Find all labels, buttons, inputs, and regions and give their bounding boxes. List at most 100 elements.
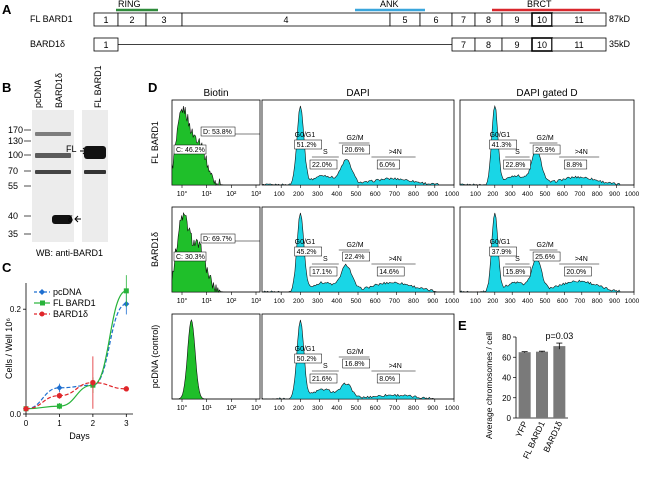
- delta-exon-label: 8: [486, 40, 491, 50]
- delta-exon-label: 1: [103, 40, 108, 50]
- delta-exon-label: 9: [514, 40, 519, 50]
- d-dna-tick-label: 800: [592, 298, 603, 305]
- d-dna-tick-label: 800: [592, 191, 603, 198]
- d-row-label: FL BARD1: [150, 121, 160, 164]
- marker-130: 130: [8, 136, 23, 146]
- d-dna-tick-label: 900: [609, 298, 620, 305]
- d-gate-box: [532, 144, 561, 155]
- d-gate-value: 6.0%: [379, 162, 395, 169]
- fl-exon-label: 6: [433, 15, 438, 25]
- panel-d-flow-cytometry: Biotin DAPI DAPI gated D FL BARD1 BARD1δ pcDN…: [150, 88, 640, 412]
- d-gate-value: 37.9%: [492, 249, 512, 256]
- d-phase-s: S: [323, 363, 328, 370]
- d-dna-tick-label: 100: [274, 405, 285, 412]
- d-column-title: DAPI: [346, 88, 369, 99]
- d-dna-tick-label: 700: [389, 298, 400, 305]
- d-phase-g2m: G2/M: [346, 135, 363, 142]
- e-annotation: p=0.03: [545, 331, 573, 341]
- panel-label-a: A: [2, 2, 12, 17]
- d-delta-biotin-histogram: [171, 212, 260, 294]
- d-dna-tick-label: 100: [470, 298, 481, 305]
- d-dna-tick-label: 300: [312, 298, 323, 305]
- band-delta: [52, 215, 72, 224]
- d-fl-dapi-frame: [261, 99, 455, 186]
- blot-caption: WB: anti-BARD1: [36, 248, 103, 258]
- e-y-tick-label: 80: [502, 333, 511, 342]
- d-dna-tick-label: 200: [293, 298, 304, 305]
- fl-exon-11: [551, 12, 607, 27]
- d-dna-tick-label: 1000: [445, 298, 460, 305]
- d-dna-tick-label: 500: [351, 298, 362, 305]
- d-gate-value: 26.9%: [535, 147, 555, 154]
- marker-35: 35: [8, 229, 18, 239]
- e-y-label: Average chromosomes / cell: [484, 332, 494, 439]
- d-dna-tick-label: 800: [408, 405, 419, 412]
- e-y-tick-label: 0: [507, 414, 512, 423]
- d-gate-box: [532, 251, 561, 262]
- d-phase-4n: >4N: [389, 363, 402, 370]
- d-gate-box-d: [200, 126, 236, 137]
- c-point: [23, 406, 29, 412]
- d-gate-value: 17.1%: [312, 269, 332, 276]
- c-legend-label: pcDNA: [53, 287, 82, 297]
- fl-exon-label: 5: [402, 15, 407, 25]
- d-gate-box: [503, 266, 531, 277]
- panel-b-western-blot: pcDNA BARD1δ FL BARD1 17013010070554035 …: [8, 65, 108, 258]
- d-phase-g0g1: G0/G1: [490, 132, 511, 139]
- c-point: [123, 288, 129, 294]
- c-y-label: Cells / Well 10⁶: [4, 318, 14, 379]
- fl-exon-label: 7: [461, 15, 466, 25]
- d-gate-box: [309, 159, 338, 170]
- d-dna-tick-label: 700: [574, 298, 585, 305]
- d-dna-tick-label: 1000: [625, 298, 640, 305]
- d-fl-biotin-histogram: [171, 105, 260, 186]
- d-gate-value: 21.6%: [312, 376, 332, 383]
- d-dna-tick-label: 600: [557, 191, 568, 198]
- d-gate-box: [489, 139, 517, 150]
- d-pc-dapi-frame: [261, 313, 455, 400]
- d-phase-g0g1: G0/G1: [490, 239, 511, 246]
- domain-ring-label: RING: [118, 0, 141, 9]
- d-biotin-tick-label: 10³: [251, 405, 262, 412]
- d-phase-4n: >4N: [389, 149, 402, 156]
- d-dna-tick-label: 500: [540, 191, 551, 198]
- d-biotin-tick-label: 10¹: [202, 298, 213, 305]
- c-x-tick-label: 0: [24, 419, 29, 428]
- c-legend-marker: [39, 311, 45, 317]
- marker-55: 55: [8, 181, 18, 191]
- c-y-tick-label: 0.2: [10, 305, 22, 314]
- d-row-label: BARD1δ: [150, 232, 160, 267]
- d-dna-tick-label: 600: [557, 298, 568, 305]
- c-point: [123, 386, 130, 392]
- domain-brct-label: BRCT: [527, 0, 552, 9]
- d-gate-box: [309, 373, 338, 384]
- d-gate-value-c: C: 46.2%: [176, 147, 205, 154]
- d-gate-value-c: C: 30.3%: [176, 254, 205, 261]
- panel-label-d: D: [148, 80, 157, 95]
- d-biotin-tick-label: 10°: [177, 404, 188, 412]
- d-column-title: DAPI gated D: [516, 88, 577, 99]
- arrow-fl-label: FL: [66, 144, 77, 154]
- band-130: [35, 132, 71, 136]
- fl-exon-label: 2: [129, 15, 134, 25]
- d-dna-tick-label: 300: [505, 191, 516, 198]
- d-gate-value: 20.6%: [345, 147, 365, 154]
- d-gate-value: 51.2%: [297, 142, 317, 149]
- d-phase-s: S: [323, 256, 328, 263]
- d-biotin-tick-label: 10°: [177, 297, 188, 305]
- c-legend-label: BARD1δ: [53, 309, 88, 319]
- d-dna-tick-label: 700: [389, 191, 400, 198]
- d-gate-box-d: [200, 233, 236, 244]
- d-gate-value: 20.0%: [566, 269, 586, 276]
- c-legend-marker: [40, 300, 45, 306]
- construct-fl-name: FL BARD1: [30, 14, 73, 24]
- d-gate-box: [342, 358, 370, 369]
- d-dna-tick-label: 700: [389, 405, 400, 412]
- c-point: [56, 392, 63, 399]
- panel-label-b: B: [2, 80, 11, 95]
- d-gate-value: 22.0%: [312, 162, 332, 169]
- d-gate-box: [376, 266, 405, 277]
- d-biotin-tick-label: 10²: [226, 405, 237, 412]
- d-gate-box-c: [173, 144, 207, 155]
